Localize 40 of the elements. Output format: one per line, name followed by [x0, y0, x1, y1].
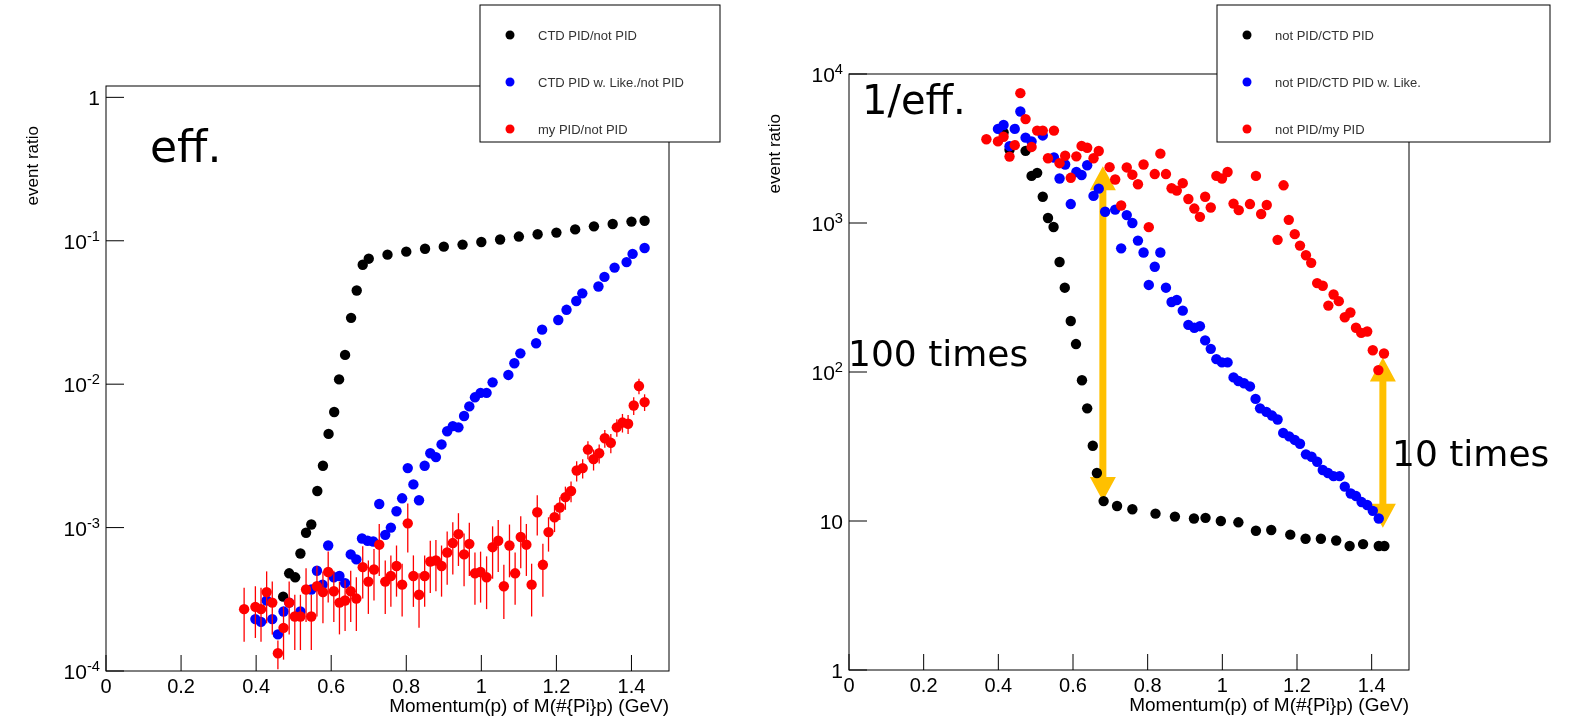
x-axis-title: Momentum(p) of M(#{Pi}p) (GeV)	[1129, 694, 1409, 715]
legend-label: not PID/CTD PID w. Like.	[1275, 75, 1421, 90]
x-tick-label: 1	[1216, 674, 1228, 696]
x-tick-label: 0.6	[317, 675, 346, 697]
y-tick-label: 10$^{4}$	[811, 61, 843, 86]
x-tick-label: 1.4	[617, 675, 646, 697]
y-tick-label: 10$^{-4}$	[63, 658, 100, 683]
annotation: 100 times	[848, 333, 1029, 374]
y-tick-label: 1	[88, 86, 100, 110]
legend-label: not PID/CTD PID	[1275, 28, 1374, 43]
legend-label: CTD PID/not PID	[538, 28, 637, 43]
y-tick-label: 10	[819, 510, 843, 533]
x-tick-label: 1	[475, 675, 487, 697]
legend-label: my PID/not PID	[538, 122, 628, 137]
x-tick-label: 1.2	[542, 675, 571, 697]
legend-label: not PID/my PID	[1275, 122, 1365, 137]
x-tick-label: 0.8	[1133, 674, 1162, 696]
x-tick-label: 0.2	[909, 674, 938, 696]
y-tick-label: 10$^{-3}$	[63, 514, 100, 540]
x-tick-label: 1.2	[1283, 674, 1311, 696]
y-tick-label: 10$^{-2}$	[63, 371, 100, 397]
y-tick-label: 1	[831, 659, 843, 682]
x-tick-label: 0.4	[984, 674, 1013, 696]
y-tick-label: 10$^{3}$	[811, 210, 843, 235]
x-tick-label: 0	[843, 674, 855, 696]
x-tick-label: 0	[100, 675, 112, 697]
y-axis-title: event ratio	[23, 126, 42, 206]
y-tick-label: 10$^{-1}$	[63, 227, 100, 253]
x-tick-label: 0.8	[392, 675, 421, 697]
y-tick-label: 10$^{2}$	[811, 359, 843, 384]
x-tick-label: 1.4	[1357, 674, 1386, 696]
x-axis-title: Momentum(p) of M(#{Pi}p) (GeV)	[389, 695, 669, 716]
x-tick-label: 0.4	[242, 675, 271, 697]
legend-label: CTD PID w. Like./not PID	[538, 75, 684, 90]
annotation: 10 times	[1392, 433, 1550, 474]
y-axis-title: event ratio	[765, 114, 784, 194]
annotation: 1/eff.	[862, 77, 966, 123]
x-tick-label: 0.6	[1059, 674, 1087, 696]
annotation: eff.	[150, 121, 222, 172]
x-tick-label: 0.2	[167, 675, 195, 697]
